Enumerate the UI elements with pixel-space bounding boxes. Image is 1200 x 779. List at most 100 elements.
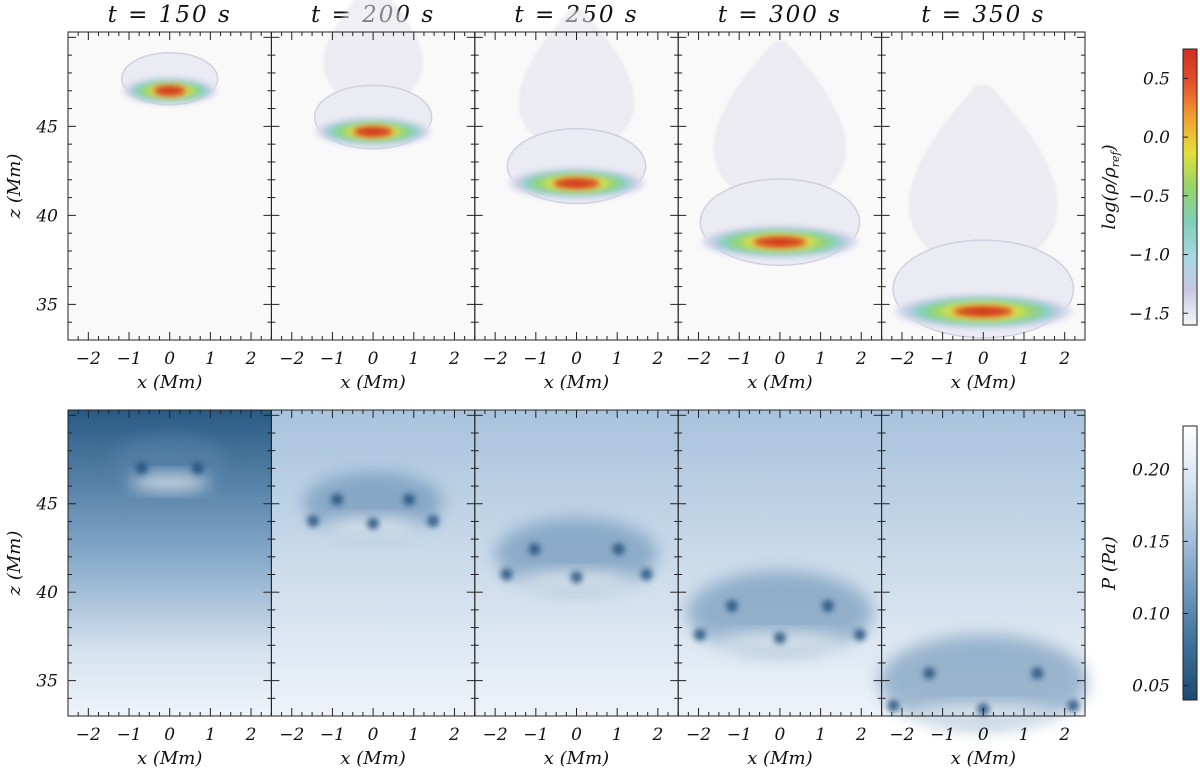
panel-title: t = 300 s	[718, 2, 842, 28]
x-axis-label: x (Mm)	[544, 748, 609, 769]
x-tick-label: 0	[978, 725, 989, 745]
density-panel	[678, 32, 882, 340]
pressure-cavity	[878, 634, 1088, 729]
x-tick-label: 2	[1058, 725, 1070, 745]
x-tick-label: −2	[483, 349, 508, 369]
axes: −2 −1 0 1 2 x (Mm) −2 −1 0 1 2 x (Mm) −2 −1 0 1 2 x (Mm) −…	[4, 31, 1086, 769]
x-tick-label: −1	[523, 725, 548, 745]
density-plume	[714, 42, 845, 210]
colorbar-tick-label: −1.0	[1129, 246, 1170, 266]
x-tick-label: −2	[686, 349, 711, 369]
density-peak	[353, 126, 393, 137]
pressure-panel	[271, 410, 475, 716]
panel-title: t = 350 s	[921, 2, 1045, 28]
x-tick-label: −1	[523, 349, 548, 369]
pressure-vortex	[500, 568, 513, 581]
x-tick-label: 2	[651, 725, 663, 745]
y-axis-label: z (Mm)	[4, 154, 25, 220]
pressure-vortex	[191, 462, 204, 475]
pressure-vortex	[773, 631, 786, 644]
x-tick-label: 2	[651, 349, 663, 369]
pressure-cavity	[687, 571, 873, 655]
panel-title: t = 150 s	[108, 2, 232, 28]
colorbar-label: log(ρ/ρref)	[1099, 144, 1122, 229]
pressure-panel	[474, 410, 679, 716]
x-tick-label: 1	[205, 725, 216, 745]
x-axis-label: x (Mm)	[544, 372, 609, 393]
pressure-vortex	[640, 568, 653, 581]
density-plume	[519, 9, 634, 156]
pressure-background	[678, 410, 882, 716]
density-plume	[909, 85, 1057, 275]
x-tick-label: −1	[727, 725, 752, 745]
x-axis-label: x (Mm)	[137, 748, 202, 769]
x-tick-label: −1	[930, 725, 955, 745]
x-tick-label: 2	[855, 349, 867, 369]
colorbar	[1182, 425, 1198, 701]
pressure-vortex	[1031, 667, 1044, 680]
pressure-vortex	[427, 515, 440, 528]
x-tick-label: −2	[76, 725, 101, 745]
x-tick-label: −2	[76, 349, 101, 369]
x-tick-label: −2	[483, 725, 508, 745]
x-tick-label: 1	[612, 725, 623, 745]
pressure-vortex	[307, 515, 320, 528]
pressure-row	[68, 410, 1088, 729]
x-tick-label: −1	[930, 349, 955, 369]
x-tick-label: −1	[320, 725, 345, 745]
y-tick-label: 40	[35, 583, 58, 603]
x-tick-label: 2	[1058, 349, 1070, 369]
colorbar-tick-label: 0.0	[1143, 128, 1170, 148]
x-tick-label: −1	[116, 725, 141, 745]
colorbar-tick-label: −1.5	[1129, 304, 1170, 324]
density-peak	[953, 306, 1014, 317]
x-tick-label: −2	[279, 725, 304, 745]
density-panel	[474, 9, 679, 340]
y-tick-label: 35	[36, 672, 58, 692]
x-axis-label: x (Mm)	[951, 748, 1016, 769]
pressure-vortex	[1067, 699, 1080, 712]
x-tick-label: 2	[245, 725, 257, 745]
x-tick-label: −1	[320, 349, 345, 369]
density-tail	[909, 85, 1057, 275]
pressure-vortex	[528, 543, 541, 556]
density-peak	[153, 85, 186, 96]
x-tick-label: 0	[368, 349, 379, 369]
colorbar	[1182, 48, 1198, 326]
x-tick-label: 0	[571, 349, 582, 369]
pressure-vortex	[367, 517, 380, 530]
density-panel	[68, 32, 272, 340]
x-axis-label: x (Mm)	[951, 372, 1016, 393]
pressure-vortex	[821, 599, 834, 612]
x-tick-label: −2	[889, 349, 914, 369]
colorbar-tick-label: 0.5	[1143, 69, 1170, 89]
x-tick-label: 0	[368, 725, 379, 745]
density-panel	[881, 32, 1085, 340]
colorbar-label: P (Pa)	[1099, 536, 1120, 591]
x-tick-label: 1	[408, 725, 419, 745]
pressure-vortex	[331, 493, 344, 506]
pressure-cavity	[111, 436, 228, 489]
colorbar-tick-label: 0.10	[1132, 604, 1170, 624]
density-row	[68, 0, 1085, 340]
x-axis-label: x (Mm)	[747, 372, 812, 393]
x-tick-label: −1	[727, 349, 752, 369]
x-tick-label: 1	[408, 349, 419, 369]
colorbars: 0.5 0.0 −0.5 −1.0 −1.5 log(ρ/ρref) 0.20 0.15 0.1…	[1099, 48, 1198, 701]
x-tick-label: 1	[205, 349, 216, 369]
pressure-panel	[878, 410, 1088, 729]
y-tick-label: 45	[35, 117, 58, 137]
y-tick-label: 45	[35, 495, 58, 515]
pressure-vortex	[725, 599, 738, 612]
pressure-highlight	[129, 474, 210, 491]
x-tick-label: 1	[1019, 725, 1030, 745]
density-tail	[519, 9, 634, 156]
x-tick-label: 0	[774, 349, 785, 369]
pressure-vortex	[135, 462, 148, 475]
density-plume	[324, 0, 422, 108]
x-tick-label: −2	[686, 725, 711, 745]
x-tick-label: 2	[448, 725, 460, 745]
pressure-vortex	[887, 699, 900, 712]
x-tick-label: 1	[1019, 349, 1030, 369]
x-tick-label: 0	[571, 725, 582, 745]
